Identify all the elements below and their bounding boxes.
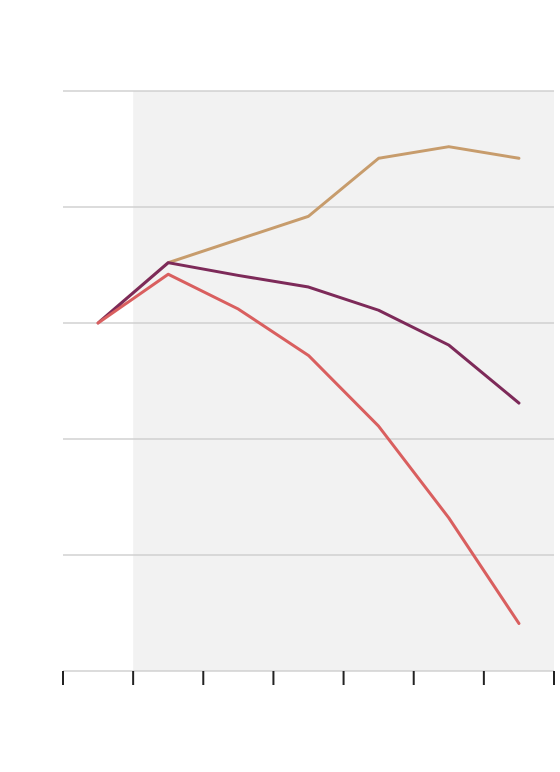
series-line xyxy=(96,261,521,405)
series-line xyxy=(96,272,521,625)
